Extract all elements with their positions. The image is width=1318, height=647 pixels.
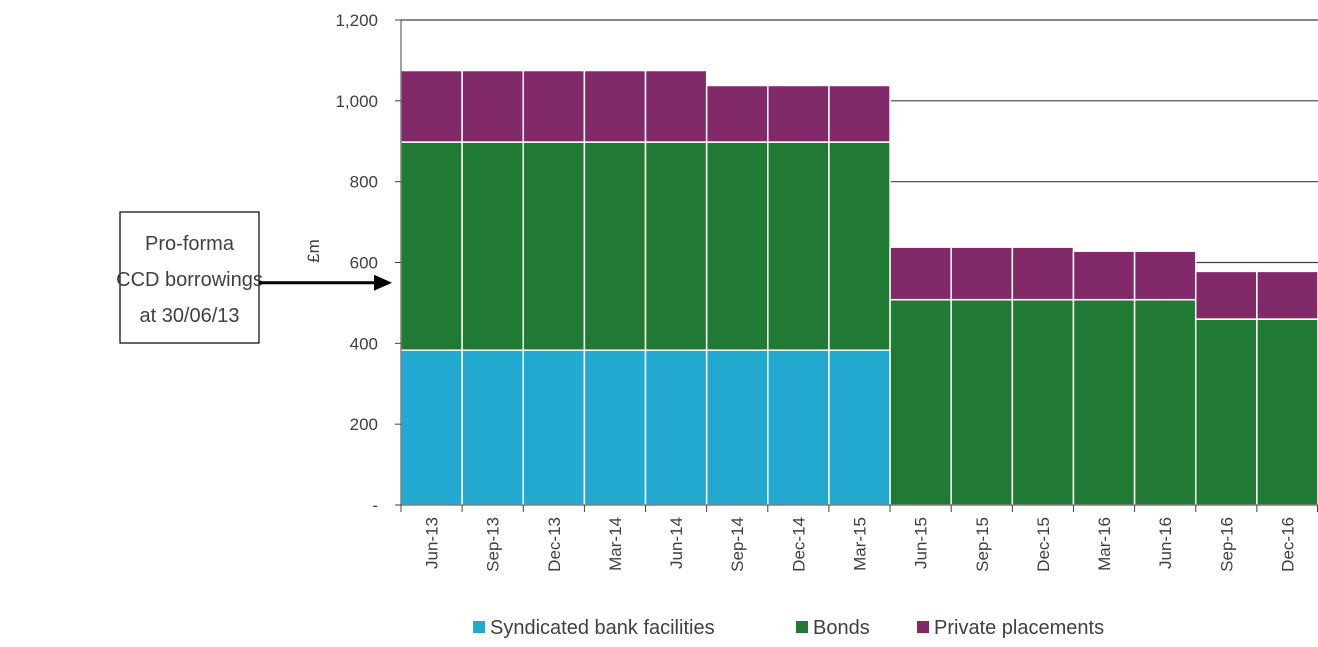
bar-segment [705, 349, 769, 506]
y-tick-label: 200 [350, 415, 378, 434]
bar-segment [644, 69, 708, 143]
bar-segment [705, 141, 769, 351]
callout-arrow-head [374, 274, 392, 291]
bar-segment [889, 298, 952, 506]
bar-segment [522, 141, 586, 351]
bar-segment [522, 69, 586, 143]
bar-segment [583, 141, 647, 351]
bar-segment [461, 69, 525, 143]
axes [395, 19, 1318, 512]
bar-segment [583, 69, 647, 143]
x-tick-label: Mar-15 [851, 517, 870, 571]
bar-segment [828, 84, 891, 143]
x-tick-label: Sep-13 [484, 517, 503, 572]
bar-segment [828, 141, 891, 351]
legend-label: Private placements [934, 617, 1104, 639]
bar-segment [400, 349, 463, 506]
x-tick-label: Dec-14 [789, 517, 808, 572]
bar-segment [1072, 298, 1136, 506]
bar-segment [1194, 318, 1258, 506]
callout-line-2: CCD borrowings [116, 269, 263, 291]
y-tick-label: 800 [350, 173, 378, 192]
bar-segment [1256, 318, 1318, 506]
bar-segment [1072, 250, 1136, 301]
y-tick-label: 400 [350, 334, 378, 353]
bar-segment [889, 246, 952, 301]
bar-segment [1133, 298, 1197, 506]
bar-segment [1011, 298, 1075, 506]
x-tick-label: Sep-15 [973, 517, 992, 572]
legend-swatch [796, 621, 808, 633]
bar-segment [1256, 270, 1318, 320]
bar-segment [461, 141, 525, 351]
bar-segment [522, 349, 586, 506]
bar-segment [1194, 270, 1258, 320]
x-tick-label: Jun-15 [912, 517, 931, 569]
x-tick-label: Dec-16 [1278, 517, 1297, 572]
bar-segment [767, 349, 830, 506]
callout-line-1: Pro-forma [145, 233, 235, 255]
x-tick-label: Jun-13 [423, 517, 442, 569]
legend-swatch [917, 621, 929, 633]
legend-label: Syndicated bank facilities [490, 617, 715, 639]
legend-swatch [473, 621, 485, 633]
x-tick-label: Jun-16 [1156, 517, 1175, 569]
x-tick-label: Jun-14 [667, 517, 686, 569]
bar-segment [461, 349, 525, 506]
bar-segment [767, 84, 830, 143]
x-tick-label: Mar-14 [606, 517, 625, 571]
y-tick-labels: - 200 400 600 800 1,000 1,200 [335, 11, 378, 515]
callout-line-3: at 30/06/13 [139, 305, 239, 327]
y-tick-label: 600 [350, 254, 378, 273]
y-tick-label: - [372, 496, 378, 515]
bar-segment [767, 141, 830, 351]
bar-segment [950, 298, 1014, 506]
bar-segment [583, 349, 647, 506]
bar-segment [644, 141, 708, 351]
x-tick-label: Sep-14 [728, 517, 747, 572]
bar-segment [828, 349, 891, 506]
bar-segment [400, 69, 463, 143]
callout-box [119, 211, 260, 344]
legend: Syndicated bank facilities Bonds Private p… [473, 617, 1104, 639]
legend-label: Bonds [813, 617, 870, 639]
bar-segment [705, 84, 769, 143]
bar-segment [644, 349, 708, 506]
x-tick-label: Dec-13 [545, 517, 564, 572]
y-tick-label: 1,200 [335, 11, 378, 30]
y-axis-title: £m [304, 239, 323, 263]
bar-segment [950, 246, 1014, 301]
x-tick-labels: Jun-13 Sep-13 Dec-13 Mar-14 Jun-14 Sep-14 Dec-… [423, 517, 1298, 572]
bars [400, 69, 1318, 506]
bar-segment [1011, 246, 1075, 301]
callout-annotation: Pro-forma CCD borrowings at 30/06/13 [116, 211, 392, 344]
x-tick-label: Dec-15 [1034, 517, 1053, 572]
bar-segment [1133, 250, 1197, 301]
y-tick-label: 1,000 [335, 92, 378, 111]
x-tick-label: Sep-16 [1217, 517, 1236, 572]
bar-segment [400, 141, 463, 351]
x-tick-label: Mar-16 [1095, 517, 1114, 571]
